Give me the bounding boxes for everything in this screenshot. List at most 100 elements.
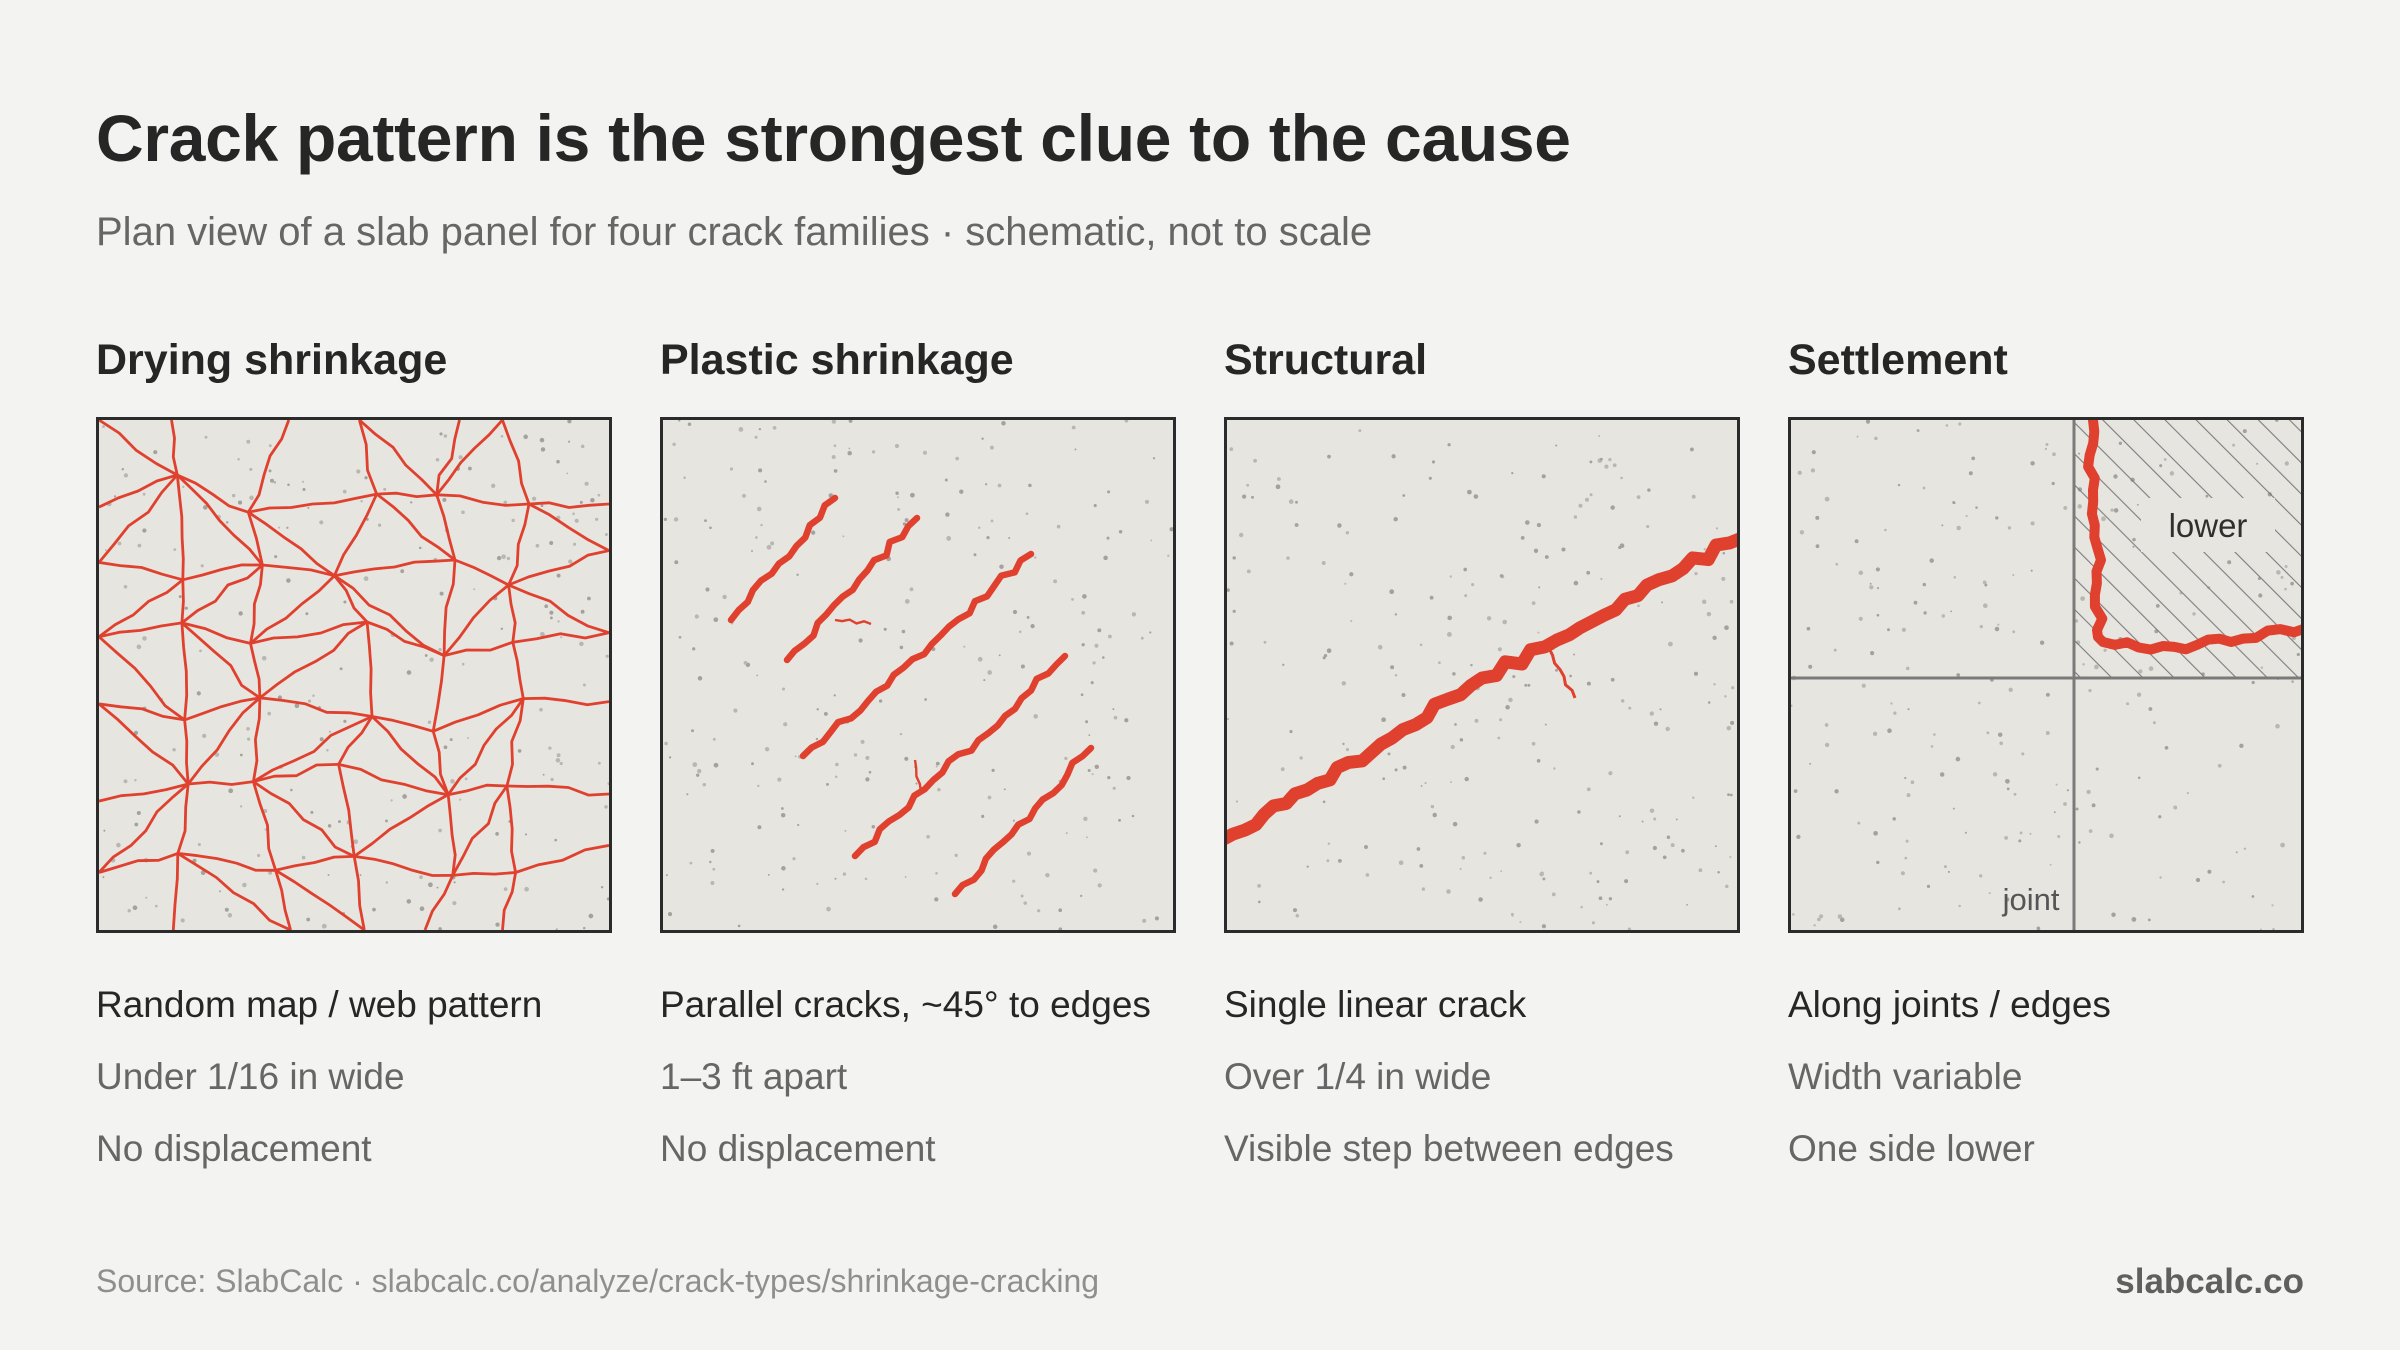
page-title: Crack pattern is the strongest clue to t… bbox=[96, 101, 1571, 175]
map-crack-segment bbox=[365, 621, 374, 717]
single-linear-crack bbox=[1227, 532, 1737, 845]
column-title: Structural bbox=[1224, 336, 1428, 384]
crack-family-plastic-shrinkage: Plastic shrinkage Parallel cracks, ~45° … bbox=[660, 330, 1180, 1169]
parallel-crack-set bbox=[727, 494, 1095, 898]
source-citation: Source: SlabCalc · slabcalc.co/analyze/c… bbox=[96, 1263, 1100, 1299]
map-crack-segment bbox=[423, 874, 454, 930]
slab-panel-structural bbox=[1224, 417, 1740, 933]
map-crack-segment bbox=[523, 696, 609, 707]
map-crack-segment bbox=[451, 785, 509, 877]
width-description: Under 1/16 in wide bbox=[96, 1056, 405, 1097]
map-crack-segment bbox=[431, 655, 446, 732]
crack-branch bbox=[913, 759, 923, 793]
page-subtitle: Plan view of a slab panel for four crack… bbox=[96, 210, 1373, 254]
map-crack-segment bbox=[358, 420, 438, 496]
crack-family-drying-shrinkage: Drying shrinkage Random map / web patter… bbox=[96, 330, 616, 1169]
pattern-description: Parallel cracks, ~45° to edges bbox=[660, 984, 1151, 1025]
map-crack-segment bbox=[249, 643, 262, 698]
aggregate-speckle bbox=[102, 420, 609, 930]
map-crack-segment bbox=[371, 715, 450, 796]
map-crack-segment bbox=[353, 793, 449, 858]
map-crack-segment bbox=[376, 491, 437, 498]
aggregate-speckle bbox=[663, 420, 1173, 930]
width-description: Over 1/4 in wide bbox=[1224, 1056, 1492, 1097]
map-crack-segment bbox=[274, 869, 366, 930]
crack-branch bbox=[1547, 647, 1577, 699]
brand-link[interactable]: slabcalc.co bbox=[2115, 1262, 2304, 1301]
map-crack-segment bbox=[170, 420, 179, 476]
map-crack-segment bbox=[333, 574, 369, 623]
column-title: Plastic shrinkage bbox=[660, 336, 1014, 384]
displacement-description: No displacement bbox=[96, 1128, 372, 1169]
slab-panel-settlement: lower joint bbox=[1788, 417, 2304, 933]
map-crack-segment bbox=[171, 853, 180, 930]
map-crack-segment bbox=[176, 473, 249, 514]
map-crack-segment bbox=[249, 574, 336, 645]
parallel-crack bbox=[727, 494, 839, 624]
map-crack-segment bbox=[447, 697, 525, 796]
map-crack-segment bbox=[274, 869, 292, 930]
map-crack-segment bbox=[246, 511, 264, 566]
map-crack-segment bbox=[262, 563, 335, 578]
map-crack-segment bbox=[507, 503, 531, 586]
map-crack-segment bbox=[247, 420, 291, 513]
map-crack-segment bbox=[337, 715, 374, 766]
single-crack-diagram bbox=[1227, 429, 1737, 930]
map-crack-segment bbox=[511, 641, 525, 699]
map-crack-segment bbox=[180, 622, 189, 721]
spacing-description: 1–3 ft apart bbox=[660, 1056, 848, 1097]
map-crack-segment bbox=[99, 852, 179, 874]
aggregate-speckle bbox=[1227, 429, 1735, 930]
pattern-description: Single linear crack bbox=[1224, 984, 1527, 1025]
map-crack-segment bbox=[252, 697, 262, 782]
parallel-crack bbox=[951, 744, 1095, 898]
map-crack-segment bbox=[259, 696, 373, 718]
map-crack-segment bbox=[354, 855, 453, 877]
structural-crack bbox=[1227, 532, 1737, 845]
pattern-description: Along joints / edges bbox=[1788, 984, 2111, 1025]
map-crack-segment bbox=[188, 780, 254, 786]
map-crack-segment bbox=[248, 492, 377, 514]
column-title: Settlement bbox=[1788, 336, 2008, 384]
map-crack-segment bbox=[252, 780, 355, 858]
displacement-description: Visible step between edges bbox=[1224, 1128, 1674, 1169]
map-crack-segment bbox=[99, 561, 184, 582]
map-crack-segment bbox=[183, 719, 190, 785]
map-crack-segment bbox=[99, 420, 178, 477]
map-crack-segment bbox=[181, 621, 251, 645]
map-crack-segment bbox=[452, 871, 516, 877]
slab-panel-plastic-shrinkage bbox=[660, 417, 1176, 933]
map-crack-segment bbox=[338, 763, 449, 797]
map-crack-segment bbox=[275, 855, 355, 872]
map-crack-segment bbox=[334, 558, 456, 578]
map-crack-segment bbox=[528, 501, 609, 509]
map-crack-segment bbox=[528, 502, 609, 552]
map-crack-segment bbox=[181, 563, 264, 624]
map-crack-segment bbox=[333, 574, 445, 657]
crack-branch bbox=[834, 618, 872, 626]
map-crack-segment bbox=[187, 696, 261, 785]
map-crack-segment bbox=[431, 730, 450, 796]
map-cracking-diagram bbox=[99, 420, 609, 930]
width-description: Width variable bbox=[1788, 1056, 2023, 1097]
map-crack-segment bbox=[252, 781, 277, 871]
map-crack-segment bbox=[501, 420, 531, 505]
map-crack-segment bbox=[176, 783, 190, 854]
map-crack-segment bbox=[99, 702, 185, 722]
column-description: Along joints / edges Width variable One … bbox=[1788, 983, 2348, 1199]
map-crack-segment bbox=[375, 492, 456, 562]
map-crack-segment bbox=[182, 563, 263, 582]
map-crack-network bbox=[99, 420, 609, 930]
map-crack-segment bbox=[180, 579, 185, 623]
map-crack-segment bbox=[99, 578, 184, 638]
displacement-description: One side lower bbox=[1788, 1128, 2035, 1169]
map-crack-segment bbox=[454, 558, 510, 587]
column-title: Drying shrinkage bbox=[96, 336, 448, 384]
map-crack-segment bbox=[508, 583, 609, 635]
parallel-cracking-diagram bbox=[663, 420, 1173, 930]
map-crack-segment bbox=[99, 702, 190, 785]
settlement-diagram: lower joint bbox=[1791, 420, 2301, 930]
map-crack-segment bbox=[184, 696, 261, 722]
parallel-crack bbox=[799, 550, 1035, 760]
map-crack-segment bbox=[508, 549, 609, 587]
